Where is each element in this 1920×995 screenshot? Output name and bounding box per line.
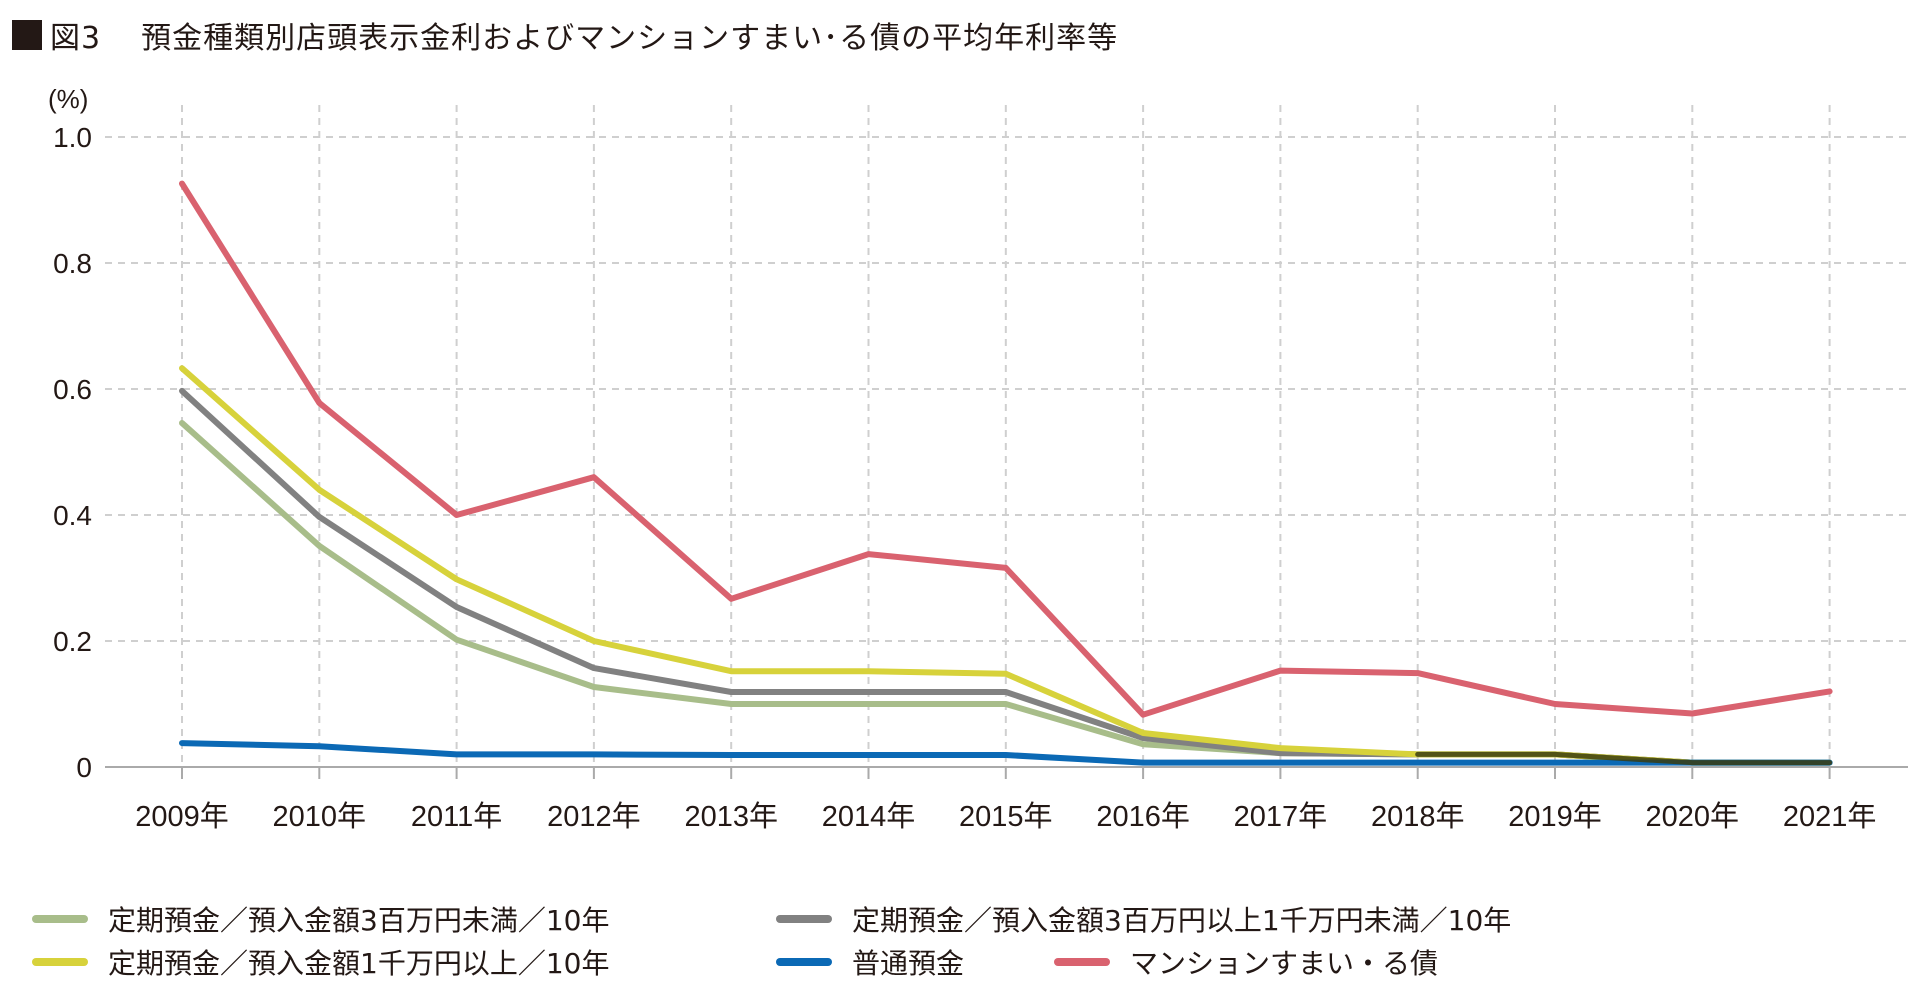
title-square-icon	[12, 20, 42, 50]
legend-label: 定期預金／預入金額1千万円以上／10年	[108, 947, 610, 980]
x-tick-label: 2018年	[1371, 800, 1465, 833]
axes	[105, 766, 1908, 779]
x-tick-labels: 2009年 2010年 2011年 2012年 2013年 2014年 2015年 2016年…	[135, 800, 1876, 833]
legend-item-deposit-under-3m: 定期預金／預入金額3百万円未満／10年	[32, 899, 609, 939]
x-tick-label: 2011年	[411, 800, 502, 833]
series-lines	[179, 180, 1833, 766]
y-tick-label: 0.4	[53, 500, 92, 531]
chart-title: 預金種類別店頭表示金利およびマンションすまい･る債の平均年利率等	[141, 21, 1119, 56]
y-tick-label: 0.6	[53, 374, 92, 405]
legend-swatch-green	[32, 915, 88, 923]
x-tick-label: 2016年	[1096, 800, 1190, 833]
x-tick-label: 2020年	[1646, 800, 1740, 833]
x-tick-label: 2010年	[273, 800, 367, 833]
x-tick-label: 2012年	[547, 800, 641, 833]
x-tick-label: 2019年	[1508, 800, 1602, 833]
y-tick-label: 1.0	[53, 122, 92, 153]
legend-item-deposit-over-10m: 定期預金／預入金額1千万円以上／10年	[32, 942, 609, 982]
legend-label: 定期預金／預入金額3百万円以上1千万円未満／10年	[852, 904, 1512, 937]
x-tick-label: 2013年	[684, 800, 778, 833]
x-tick-label: 2017年	[1234, 800, 1328, 833]
legend-label: 定期預金／預入金額3百万円未満／10年	[108, 904, 610, 937]
series-overlap-line	[1415, 751, 1833, 766]
x-tick-label: 2009年	[135, 800, 229, 833]
series-line-4	[179, 180, 1833, 718]
legend-swatch-yellow	[32, 958, 88, 966]
x-tick-label: 2015年	[959, 800, 1053, 833]
figure-number: 図3	[50, 21, 102, 56]
legend-label: マンションすまい・る債	[1130, 947, 1439, 980]
y-tick-label: 0.2	[53, 626, 92, 657]
legend-item-deposit-3m-to-10m: 定期預金／預入金額3百万円以上1千万円未満／10年	[776, 899, 1511, 939]
y-tick-labels: 0 0.2 0.4 0.6 0.8 1.0	[53, 122, 92, 783]
legend-label: 普通預金	[852, 947, 965, 980]
series-line-3	[179, 740, 1833, 766]
figure-title: 図3 預金種類別店頭表示金利およびマンションすまい･る債の平均年利率等	[12, 14, 1118, 56]
gridlines	[105, 105, 1908, 767]
legend-swatch-red	[1054, 958, 1110, 966]
y-tick-label: 0.8	[53, 248, 92, 279]
legend-item-ordinary-deposit: 普通預金	[776, 942, 964, 982]
x-tick-label: 2014年	[822, 800, 916, 833]
legend-item-sumairu-bond: マンションすまい・る債	[1054, 942, 1438, 982]
x-tick-label: 2021年	[1783, 800, 1877, 833]
y-tick-label: 0	[76, 752, 92, 783]
legend-swatch-gray	[776, 915, 832, 923]
y-axis-unit-label: (%)	[48, 84, 88, 114]
legend-swatch-blue	[776, 958, 832, 966]
